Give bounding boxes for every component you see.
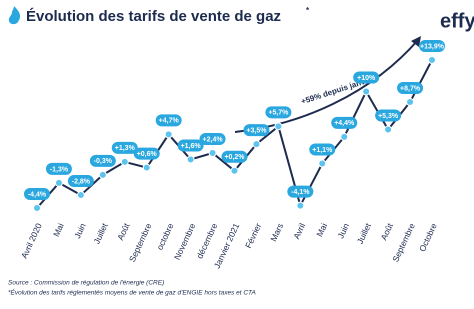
value-label: -2,8% <box>72 178 91 185</box>
value-label: +4,4% <box>334 120 355 127</box>
value-label-bg <box>89 154 116 167</box>
value-label-bg <box>111 141 138 154</box>
value-label-bg <box>155 114 182 127</box>
x-tick-label: Août <box>115 221 132 242</box>
value-label: +0,2% <box>224 154 245 161</box>
x-tick-label: octobre <box>154 221 175 251</box>
point <box>318 159 327 168</box>
value-label-bg <box>331 116 358 129</box>
x-tick-label: Avril 2020 <box>19 221 44 260</box>
x-tick-label: Juin <box>72 221 88 240</box>
x-tick-label: Juillet <box>355 221 374 246</box>
x-tick-label: Mai <box>51 221 66 238</box>
point <box>120 157 129 166</box>
point <box>76 191 85 200</box>
footnote: *Évolution des tarifs réglementés moyens… <box>8 288 256 297</box>
x-tick-label: Septembre <box>127 221 154 263</box>
point <box>98 170 107 179</box>
value-label-bg <box>24 188 50 200</box>
x-tick-label: Mars <box>268 222 285 243</box>
x-tick-label: Juillet <box>91 221 110 246</box>
value-label: +5,7% <box>268 110 289 117</box>
point <box>208 149 217 158</box>
value-label-bg <box>133 147 160 160</box>
value-label-bg <box>199 133 226 146</box>
point <box>296 201 305 210</box>
value-label: +10% <box>357 75 376 82</box>
value-label-bg <box>67 175 94 188</box>
value-label: +1,1% <box>312 147 333 154</box>
point <box>340 132 349 141</box>
point <box>406 98 415 107</box>
x-tick-label: Février <box>243 221 263 249</box>
point <box>33 204 41 212</box>
point <box>186 155 195 164</box>
point <box>384 125 393 134</box>
x-tick-label: décembre <box>194 221 219 260</box>
value-label-bg <box>287 185 314 198</box>
x-tick-label: Juin <box>335 221 351 240</box>
point <box>164 130 173 139</box>
value-label-bg <box>45 162 72 175</box>
value-label-bg <box>177 139 204 152</box>
value-label-bg <box>353 71 380 84</box>
value-label-bg <box>397 82 424 95</box>
value-label: +13,9% <box>420 43 445 50</box>
value-label-bg <box>265 106 292 119</box>
flame-icon <box>8 6 21 25</box>
value-label: +5,3% <box>378 113 399 120</box>
x-tick-label: Août <box>379 221 396 242</box>
point <box>252 140 261 149</box>
value-label: -0,3% <box>94 158 113 165</box>
value-label-bg <box>243 124 270 137</box>
value-label-bg <box>221 150 248 163</box>
x-tick-label: Octobre <box>417 221 439 253</box>
value-label: +8,7% <box>400 85 421 92</box>
point <box>142 163 151 172</box>
point <box>362 87 371 96</box>
value-label: +1,6% <box>181 143 202 150</box>
point <box>54 178 63 187</box>
x-tick-label: Mai <box>314 221 329 238</box>
arrow-head <box>411 36 421 47</box>
value-label: +3,5% <box>246 127 267 134</box>
x-tick-label: Septembre <box>390 221 417 263</box>
value-label: +4,7% <box>159 118 180 125</box>
chart-title: Évolution des tarifs de vente de gaz <box>26 8 281 25</box>
value-label: +2,4% <box>203 136 224 143</box>
point <box>428 56 436 64</box>
title-mark: * <box>306 6 310 15</box>
point <box>230 166 239 175</box>
value-label: +1,3% <box>115 145 136 152</box>
value-label: +0,6% <box>137 151 158 158</box>
point <box>274 122 283 131</box>
value-label-bg <box>375 109 402 122</box>
value-label-bg <box>309 143 336 156</box>
source: Source : Commission de régulation de l'é… <box>8 280 164 287</box>
logo: effy <box>440 10 474 32</box>
value-label-bg <box>419 40 445 52</box>
x-tick-label: Avril <box>291 221 307 240</box>
value-label: -4,1% <box>291 189 310 196</box>
value-label: -4,4% <box>28 191 47 198</box>
value-label: -1,3% <box>50 166 69 173</box>
